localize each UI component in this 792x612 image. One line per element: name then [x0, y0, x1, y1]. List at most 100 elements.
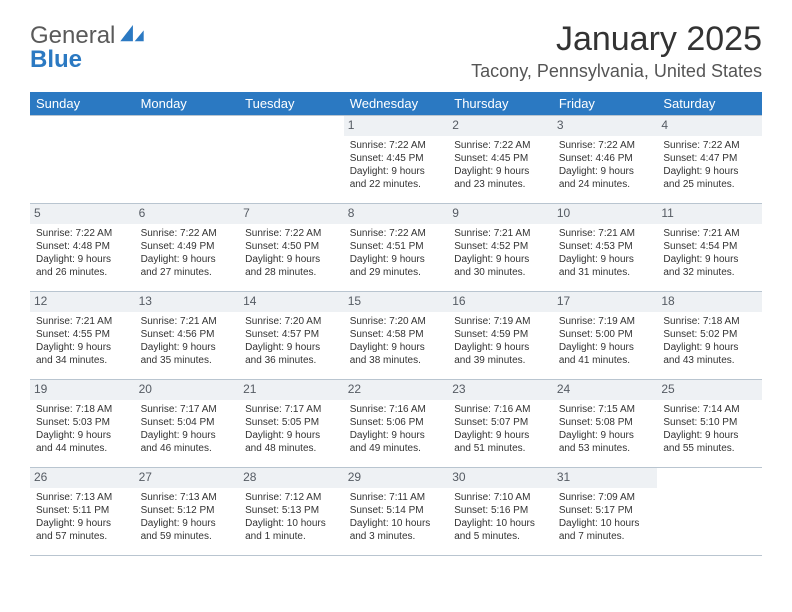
day-header: Wednesday: [344, 92, 449, 116]
daylight-line: Daylight: 9 hours and 39 minutes.: [454, 341, 547, 367]
location-subtitle: Tacony, Pennsylvania, United States: [471, 61, 762, 82]
sunset-line: Sunset: 4:46 PM: [559, 152, 652, 165]
sunrise-line: Sunrise: 7:19 AM: [559, 315, 652, 328]
sunrise-line: Sunrise: 7:16 AM: [454, 403, 547, 416]
calendar-cell: 9Sunrise: 7:21 AMSunset: 4:52 PMDaylight…: [448, 204, 553, 292]
sunrise-line: Sunrise: 7:21 AM: [454, 227, 547, 240]
day-names-row: SundayMondayTuesdayWednesdayThursdayFrid…: [30, 92, 762, 116]
day-number: 12: [30, 292, 135, 312]
day-number: 15: [344, 292, 449, 312]
calendar-cell: 25Sunrise: 7:14 AMSunset: 5:10 PMDayligh…: [657, 380, 762, 468]
sunset-line: Sunset: 5:02 PM: [663, 328, 756, 341]
sunset-line: Sunset: 5:03 PM: [36, 416, 129, 429]
calendar-head: SundayMondayTuesdayWednesdayThursdayFrid…: [30, 92, 762, 116]
day-header: Saturday: [657, 92, 762, 116]
calendar-cell: 3Sunrise: 7:22 AMSunset: 4:46 PMDaylight…: [553, 116, 658, 204]
calendar-cell: 14Sunrise: 7:20 AMSunset: 4:57 PMDayligh…: [239, 292, 344, 380]
sunset-line: Sunset: 4:53 PM: [559, 240, 652, 253]
sunrise-line: Sunrise: 7:22 AM: [350, 139, 443, 152]
brand-text-blue: Blue: [30, 46, 82, 73]
sunset-line: Sunset: 4:45 PM: [350, 152, 443, 165]
daylight-line: Daylight: 10 hours and 1 minute.: [245, 517, 338, 543]
daylight-line: Daylight: 9 hours and 55 minutes.: [663, 429, 756, 455]
daylight-line: Daylight: 9 hours and 22 minutes.: [350, 165, 443, 191]
day-number: 6: [135, 204, 240, 224]
sunrise-line: Sunrise: 7:12 AM: [245, 491, 338, 504]
calendar-cell: 15Sunrise: 7:20 AMSunset: 4:58 PMDayligh…: [344, 292, 449, 380]
calendar-cell: 4Sunrise: 7:22 AMSunset: 4:47 PMDaylight…: [657, 116, 762, 204]
calendar-cell: 28Sunrise: 7:12 AMSunset: 5:13 PMDayligh…: [239, 468, 344, 556]
sunset-line: Sunset: 5:16 PM: [454, 504, 547, 517]
day-header: Sunday: [30, 92, 135, 116]
daylight-line: Daylight: 9 hours and 48 minutes.: [245, 429, 338, 455]
sunrise-line: Sunrise: 7:22 AM: [245, 227, 338, 240]
day-number: 20: [135, 380, 240, 400]
sunrise-line: Sunrise: 7:15 AM: [559, 403, 652, 416]
sunset-line: Sunset: 5:13 PM: [245, 504, 338, 517]
sunset-line: Sunset: 5:07 PM: [454, 416, 547, 429]
daylight-line: Daylight: 10 hours and 5 minutes.: [454, 517, 547, 543]
calendar-cell: 23 Sunrise: 7:16 AMSunset: 5:07 PMDayligh…: [448, 380, 553, 468]
day-number: 9: [448, 204, 553, 224]
title-block: January 2025 Tacony, Pennsylvania, Unite…: [471, 20, 762, 82]
sunset-line: Sunset: 5:11 PM: [36, 504, 129, 517]
sunset-line: Sunset: 4:51 PM: [350, 240, 443, 253]
day-number: 10: [553, 204, 658, 224]
sunset-line: Sunset: 4:45 PM: [454, 152, 547, 165]
daylight-line: Daylight: 10 hours and 3 minutes.: [350, 517, 443, 543]
daylight-line: Daylight: 9 hours and 57 minutes.: [36, 517, 129, 543]
calendar-cell: 26Sunrise: 7:13 AMSunset: 5:11 PMDayligh…: [30, 468, 135, 556]
sunset-line: Sunset: 5:08 PM: [559, 416, 652, 429]
sunrise-line: Sunrise: 7:09 AM: [559, 491, 652, 504]
day-number: 31: [553, 468, 658, 488]
sunrise-line: Sunrise: 7:20 AM: [245, 315, 338, 328]
sunset-line: Sunset: 5:06 PM: [350, 416, 443, 429]
daylight-line: Daylight: 9 hours and 29 minutes.: [350, 253, 443, 279]
daylight-line: Daylight: 9 hours and 43 minutes.: [663, 341, 756, 367]
daylight-line: Daylight: 9 hours and 28 minutes.: [245, 253, 338, 279]
calendar-cell: 31 Sunrise: 7:09 AMSunset: 5:17 PMDayligh…: [553, 468, 658, 556]
day-number: 14: [239, 292, 344, 312]
sunrise-line: Sunrise: 7:22 AM: [141, 227, 234, 240]
day-number: 11: [657, 204, 762, 224]
day-number: 13: [135, 292, 240, 312]
day-number: 19: [30, 380, 135, 400]
sunrise-line: Sunrise: 7:18 AM: [663, 315, 756, 328]
calendar-week: 5Sunrise: 7:22 AMSunset: 4:48 PMDaylight…: [30, 204, 762, 292]
daylight-line: Daylight: 9 hours and 32 minutes.: [663, 253, 756, 279]
day-number: 23: [448, 380, 553, 400]
sunset-line: Sunset: 4:59 PM: [454, 328, 547, 341]
day-number: 29: [344, 468, 449, 488]
calendar-cell: 5Sunrise: 7:22 AMSunset: 4:48 PMDaylight…: [30, 204, 135, 292]
calendar-body: 1Sunrise: 7:22 AMSunset: 4:45 PMDaylight…: [30, 116, 762, 556]
sunrise-line: Sunrise: 7:14 AM: [663, 403, 756, 416]
day-number: 27: [135, 468, 240, 488]
calendar-cell: 10Sunrise: 7:21 AMSunset: 4:53 PMDayligh…: [553, 204, 658, 292]
day-number: 30: [448, 468, 553, 488]
calendar-cell: [239, 116, 344, 204]
daylight-line: Daylight: 9 hours and 51 minutes.: [454, 429, 547, 455]
day-header: Monday: [135, 92, 240, 116]
day-number: 17: [553, 292, 658, 312]
day-number: 2: [448, 116, 553, 136]
calendar-cell: 16Sunrise: 7:19 AMSunset: 4:59 PMDayligh…: [448, 292, 553, 380]
daylight-line: Daylight: 9 hours and 49 minutes.: [350, 429, 443, 455]
calendar-cell: 21Sunrise: 7:17 AMSunset: 5:05 PMDayligh…: [239, 380, 344, 468]
calendar-cell: 19Sunrise: 7:18 AMSunset: 5:03 PMDayligh…: [30, 380, 135, 468]
calendar-cell: 12Sunrise: 7:21 AMSunset: 4:55 PMDayligh…: [30, 292, 135, 380]
sunrise-line: Sunrise: 7:22 AM: [36, 227, 129, 240]
daylight-line: Daylight: 9 hours and 23 minutes.: [454, 165, 547, 191]
sunrise-line: Sunrise: 7:22 AM: [350, 227, 443, 240]
calendar-cell: 30Sunrise: 7:10 AMSunset: 5:16 PMDayligh…: [448, 468, 553, 556]
sunrise-line: Sunrise: 7:21 AM: [663, 227, 756, 240]
calendar-cell: 24Sunrise: 7:15 AMSunset: 5:08 PMDayligh…: [553, 380, 658, 468]
calendar-cell: 2Sunrise: 7:22 AMSunset: 4:45 PMDaylight…: [448, 116, 553, 204]
calendar-cell: [657, 468, 762, 556]
day-header: Friday: [553, 92, 658, 116]
day-header: Thursday: [448, 92, 553, 116]
sunset-line: Sunset: 5:17 PM: [559, 504, 652, 517]
daylight-line: Daylight: 9 hours and 34 minutes.: [36, 341, 129, 367]
daylight-line: Daylight: 10 hours and 7 minutes.: [559, 517, 652, 543]
day-number: 8: [344, 204, 449, 224]
calendar-cell: 11Sunrise: 7:21 AMSunset: 4:54 PMDayligh…: [657, 204, 762, 292]
